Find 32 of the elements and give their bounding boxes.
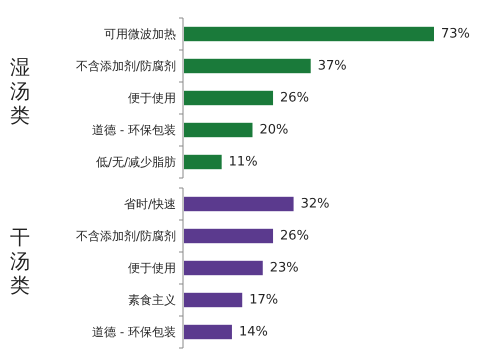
bar <box>184 122 252 138</box>
y-tick-label: 素食主义 <box>128 293 176 307</box>
y-axis-title: 湿汤类 <box>10 55 30 127</box>
data-label: 26% <box>280 228 309 244</box>
data-label: 37% <box>318 58 347 74</box>
data-label: 73% <box>441 26 470 42</box>
y-tick-label: 可用微波加热 <box>104 27 176 41</box>
y-tick-label: 不含添加剂/防腐剂 <box>76 59 176 73</box>
data-label: 11% <box>228 154 258 170</box>
y-axis-title: 干汤类 <box>10 225 30 297</box>
y-tick-label: 便于使用 <box>128 91 176 105</box>
bar <box>184 292 242 308</box>
y-tick-label: 道德 - 环保包装 <box>92 325 176 339</box>
data-label: 17% <box>249 292 278 308</box>
bar <box>184 324 232 340</box>
y-tick-label: 不含添加剂/防腐剂 <box>76 229 176 243</box>
bar <box>184 196 294 212</box>
data-label: 14% <box>238 324 268 340</box>
bar <box>184 90 274 106</box>
data-label: 20% <box>259 122 288 138</box>
data-label: 23% <box>270 260 299 276</box>
y-tick-label: 省时/快速 <box>124 197 176 211</box>
data-label: 32% <box>300 196 330 212</box>
data-label: 26% <box>280 90 309 106</box>
bar <box>184 154 222 170</box>
y-tick-label: 便于使用 <box>128 261 176 275</box>
y-tick-label: 低/无/减少脂肪 <box>96 155 176 169</box>
bar <box>184 26 434 42</box>
bar <box>184 228 274 244</box>
y-tick-label: 道德 - 环保包装 <box>92 123 176 137</box>
bar <box>184 260 263 276</box>
bar <box>184 58 311 74</box>
